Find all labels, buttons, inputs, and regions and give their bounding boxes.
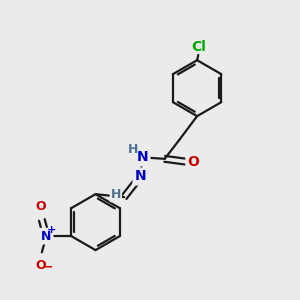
Text: H: H [128, 142, 138, 156]
Text: O: O [35, 259, 46, 272]
Text: N: N [134, 169, 146, 184]
Text: +: + [47, 225, 56, 235]
Text: Cl: Cl [191, 40, 206, 54]
Text: O: O [187, 155, 199, 169]
Text: O: O [35, 200, 46, 214]
Text: N: N [137, 150, 148, 164]
Text: H: H [111, 188, 121, 201]
Text: −: − [43, 261, 54, 274]
Text: N: N [41, 230, 52, 243]
